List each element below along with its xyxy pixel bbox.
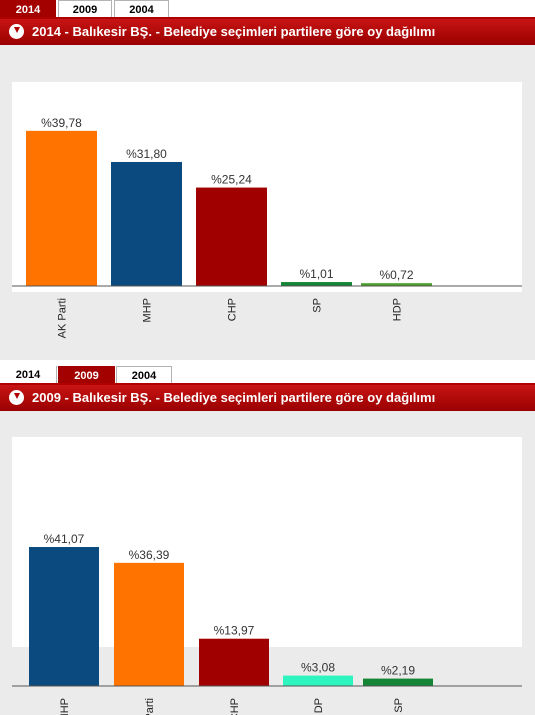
category-label: SP: [312, 298, 324, 313]
tab-2004[interactable]: 2004: [116, 366, 172, 384]
data-label: %31,80: [126, 147, 167, 161]
bar-chart: %39,78 AK Parti %31,80 MHP %25,24 CHP %1,01 SP%…: [12, 116, 522, 338]
bar-sp[interactable]: [281, 282, 352, 286]
chart-area: %39,78 AK Parti %31,80 MHP %25,24 CHP %1,01 SP%…: [0, 45, 535, 360]
bar-chp[interactable]: [199, 638, 269, 686]
bar-sp[interactable]: [363, 678, 433, 686]
tab-2009[interactable]: 2009: [58, 366, 115, 384]
year-tabs: 2014 2009 2004: [0, 366, 535, 385]
bar-ak-parti[interactable]: [26, 130, 97, 286]
category-label: AK Parti: [57, 298, 69, 338]
data-label: %1,01: [299, 267, 333, 281]
data-label: %41,07: [44, 532, 85, 546]
tab-2004[interactable]: 2004: [114, 0, 169, 18]
data-label: %39,78: [41, 116, 82, 130]
category-label: MHP: [59, 698, 71, 715]
data-label: %2,19: [381, 664, 415, 678]
bar-chart: %41,07 MHP %36,39 AK Parti %13,97 CHP %3,08 DP%…: [12, 532, 522, 715]
tab-2014[interactable]: 2014: [0, 366, 57, 384]
chart-panel-2009: 2014 2009 2004 2009 - Balıkesir BŞ. - Be…: [0, 366, 535, 715]
chart-title: 2009 - Balıkesir BŞ. - Belediye seçimler…: [32, 390, 436, 405]
data-label: %0,72: [379, 268, 413, 282]
category-label: MHP: [142, 298, 154, 322]
bar-hdp[interactable]: [361, 283, 432, 286]
category-label: AK Parti: [144, 698, 156, 715]
category-label: CHP: [227, 298, 239, 321]
chart-title: 2014 - Balıkesir BŞ. - Belediye seçimler…: [32, 24, 436, 39]
data-label: %36,39: [129, 548, 170, 562]
chart-panel-2014: 2014 2009 2004 2014 - Balıkesir BŞ. - Be…: [0, 0, 535, 360]
category-label: DP: [313, 698, 325, 713]
tab-underline: [0, 383, 535, 385]
tab-2014[interactable]: 2014: [0, 0, 56, 18]
tab-2009[interactable]: 2009: [58, 0, 112, 18]
chart-header: 2009 - Balıkesir BŞ. - Belediye seçimler…: [0, 385, 535, 411]
year-tabs: 2014 2009 2004: [0, 0, 535, 19]
bar-dp[interactable]: [283, 675, 353, 686]
tab-underline: [0, 17, 535, 19]
bar-chp[interactable]: [196, 187, 267, 286]
category-label: HDP: [392, 298, 404, 321]
data-label: %25,24: [211, 173, 252, 187]
chart-header: 2014 - Balıkesir BŞ. - Belediye seçimler…: [0, 19, 535, 45]
bar-mhp[interactable]: [111, 161, 182, 286]
data-label: %13,97: [214, 624, 255, 638]
category-label: SP: [393, 698, 405, 713]
bar-ak-parti[interactable]: [114, 562, 184, 686]
bar-mhp[interactable]: [29, 547, 99, 686]
download-icon[interactable]: [9, 390, 24, 405]
data-label: %3,08: [301, 661, 335, 675]
download-icon[interactable]: [9, 24, 24, 39]
chart-area: %41,07 MHP %36,39 AK Parti %13,97 CHP %3,08 DP%…: [0, 411, 535, 715]
category-label: CHP: [229, 698, 241, 715]
